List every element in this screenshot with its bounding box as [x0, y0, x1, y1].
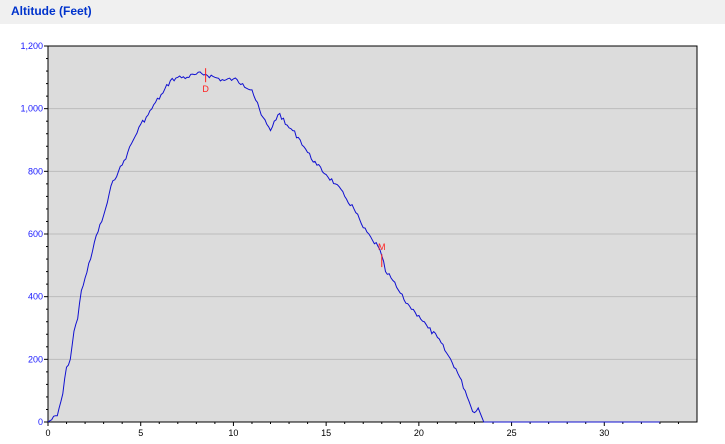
chart-title: Altitude (Feet)	[11, 4, 92, 18]
y-tick-label: 200	[28, 354, 43, 364]
x-tick-label: 25	[507, 428, 517, 438]
x-tick-label: 10	[228, 428, 238, 438]
y-tick-label: 400	[28, 292, 43, 302]
x-tick-label: 20	[414, 428, 424, 438]
y-tick-label: 600	[28, 229, 43, 239]
series-layer	[47, 71, 660, 423]
altitude-series-line	[47, 71, 660, 423]
x-tick-label: 5	[138, 428, 143, 438]
axes-layer: 0 200 400 600 800 1,000 1,200 0 5 10 15 20 25 30	[20, 41, 698, 438]
y-tick-label: 1,000	[20, 104, 43, 114]
x-tick-label: 15	[321, 428, 331, 438]
annotation-label: D	[202, 84, 209, 94]
grid-layer	[48, 46, 697, 422]
y-tick-label: 800	[28, 166, 43, 176]
annotation-layer: DM	[202, 68, 386, 268]
x-tick-label: 0	[45, 428, 50, 438]
y-tick-label: 0	[38, 417, 43, 427]
x-tick-label: 30	[599, 428, 609, 438]
y-tick-label: 1,200	[20, 41, 43, 51]
annotation-label: M	[378, 242, 386, 252]
